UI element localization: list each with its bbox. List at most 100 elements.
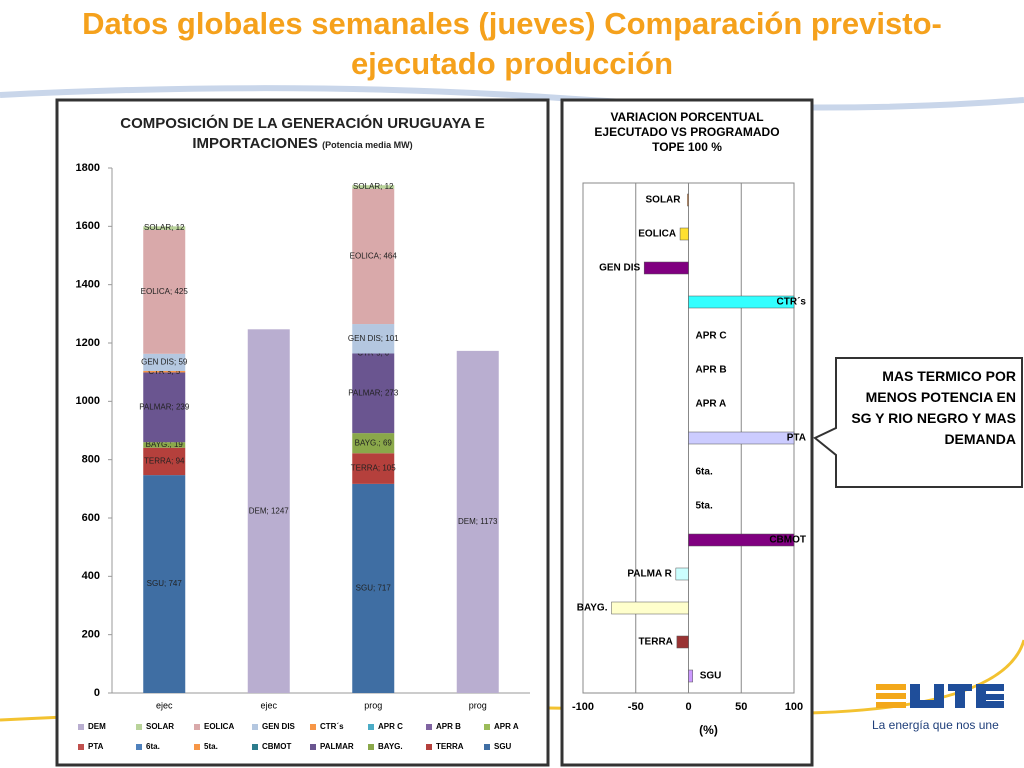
bar bbox=[688, 533, 795, 547]
data-label: CTR´s; 5 bbox=[148, 367, 181, 376]
y-tick-label: APR C bbox=[696, 331, 727, 342]
legend-swatch bbox=[368, 724, 374, 730]
y-tick-label: 1000 bbox=[76, 395, 100, 407]
data-label: SGU; 747 bbox=[147, 579, 183, 588]
y-tick-label: 400 bbox=[82, 570, 100, 582]
y-tick-label: SGU bbox=[700, 671, 722, 682]
legend-label: TERRA bbox=[436, 742, 464, 751]
legend-swatch bbox=[484, 724, 490, 730]
y-tick-label: 1400 bbox=[76, 279, 100, 291]
bar-segment bbox=[352, 324, 395, 354]
y-tick-label: 1200 bbox=[76, 337, 100, 349]
y-tick-label: TERRA bbox=[638, 637, 672, 648]
x-tick-label: 0 bbox=[685, 701, 691, 713]
data-label: SOLAR; 12 bbox=[353, 182, 394, 191]
bar-segment bbox=[352, 453, 395, 484]
chart-title: COMPOSICIÓN DE LA GENERACIÓN URUGUAYA E … bbox=[120, 115, 485, 152]
data-label: TERRA; 94 bbox=[144, 457, 185, 466]
bar bbox=[675, 567, 689, 581]
y-tick-label: 6ta. bbox=[696, 467, 713, 478]
bar-segment bbox=[143, 447, 186, 476]
legend-label: SGU bbox=[494, 742, 512, 751]
x-tick-label: 50 bbox=[735, 701, 747, 713]
y-tick-label: PTA bbox=[787, 433, 806, 444]
bar-segment bbox=[456, 350, 499, 693]
legend-label: BAYG. bbox=[378, 742, 403, 751]
legend-label: APR B bbox=[436, 722, 461, 731]
bar-segment bbox=[143, 229, 186, 354]
decor-swoosh bbox=[0, 85, 1024, 111]
data-label: GEN DIS; 101 bbox=[348, 334, 399, 343]
legend-swatch bbox=[426, 744, 432, 750]
legend-swatch bbox=[194, 744, 200, 750]
x-tick-label: ejec bbox=[156, 700, 173, 710]
legend-label: SOLAR bbox=[146, 722, 174, 731]
legend-swatch bbox=[310, 724, 316, 730]
bar bbox=[688, 295, 795, 309]
data-label: BAYG.; 19 bbox=[146, 440, 184, 449]
bar-segment bbox=[143, 475, 186, 693]
legend-label: 5ta. bbox=[204, 742, 218, 751]
bar-segment bbox=[143, 442, 186, 448]
x-tick-label: ejec bbox=[260, 700, 277, 710]
data-label: DEM; 1173 bbox=[458, 517, 498, 526]
data-label: SOLAR; 12 bbox=[144, 223, 185, 232]
y-tick-label: APR B bbox=[696, 365, 727, 376]
legend-label: APR A bbox=[494, 722, 519, 731]
legend-label: PALMAR bbox=[320, 742, 354, 751]
callout-box bbox=[813, 357, 1023, 488]
legend-label: DEM bbox=[88, 722, 106, 731]
y-tick-label: 600 bbox=[82, 512, 100, 524]
legend-swatch bbox=[310, 744, 316, 750]
bar-segment bbox=[143, 371, 186, 373]
bar-segment bbox=[352, 483, 395, 693]
legend-swatch bbox=[426, 724, 432, 730]
legend-label: 6ta. bbox=[146, 742, 160, 751]
y-tick-label: 200 bbox=[82, 629, 100, 641]
y-tick-label: CTR´s bbox=[777, 297, 807, 308]
bar bbox=[611, 601, 689, 615]
bar bbox=[643, 261, 689, 275]
data-label: EOLICA; 464 bbox=[350, 251, 398, 260]
data-label: PALMAR; 273 bbox=[348, 388, 399, 397]
legend-swatch bbox=[368, 744, 374, 750]
data-label: GEN DIS; 59 bbox=[141, 358, 188, 367]
x-axis-label: (%) bbox=[699, 723, 718, 737]
bar-segment bbox=[247, 329, 290, 693]
x-tick-label: -100 bbox=[572, 701, 594, 713]
logo-tagline: La energía que nos une bbox=[872, 718, 999, 732]
chart-title: COMPOSICIÓN DE LA GENERACIÓN URUGUAYA E … bbox=[110, 114, 495, 155]
x-tick-label: prog bbox=[364, 700, 382, 710]
x-tick-label: prog bbox=[469, 700, 487, 710]
legend-label: PTA bbox=[88, 742, 104, 751]
data-label: DEM; 1247 bbox=[249, 506, 290, 515]
legend-swatch bbox=[252, 744, 258, 750]
bar-segment bbox=[143, 226, 186, 230]
y-tick-label: 1600 bbox=[76, 220, 100, 232]
y-tick-label: BAYG. bbox=[577, 603, 608, 614]
y-tick-label: GEN DIS bbox=[599, 263, 640, 274]
y-tick-label: APR A bbox=[696, 399, 727, 410]
data-label: EOLICA; 425 bbox=[141, 287, 189, 296]
legend-swatch bbox=[136, 724, 142, 730]
bar bbox=[676, 635, 689, 649]
data-label: PALMAR; 239 bbox=[139, 402, 190, 411]
legend-swatch bbox=[484, 744, 490, 750]
legend-label: CTR´s bbox=[320, 722, 344, 731]
x-tick-label: -50 bbox=[628, 701, 644, 713]
legend-label: EOLICA bbox=[204, 722, 234, 731]
callout-text: MAS TERMICO POR MENOS POTENCIA EN SG Y R… bbox=[851, 368, 1016, 447]
y-tick-label: CBMOT bbox=[769, 535, 806, 546]
legend-swatch bbox=[136, 744, 142, 750]
legend-swatch bbox=[194, 724, 200, 730]
y-tick-label: 1800 bbox=[76, 162, 100, 174]
bar-segment bbox=[143, 372, 186, 443]
legend-swatch bbox=[252, 724, 258, 730]
y-tick-label: 0 bbox=[94, 687, 100, 699]
y-tick-label: 800 bbox=[82, 454, 100, 466]
bar bbox=[687, 193, 689, 207]
y-tick-label: SOLAR bbox=[646, 195, 682, 206]
legend-label: CBMOT bbox=[262, 742, 291, 751]
